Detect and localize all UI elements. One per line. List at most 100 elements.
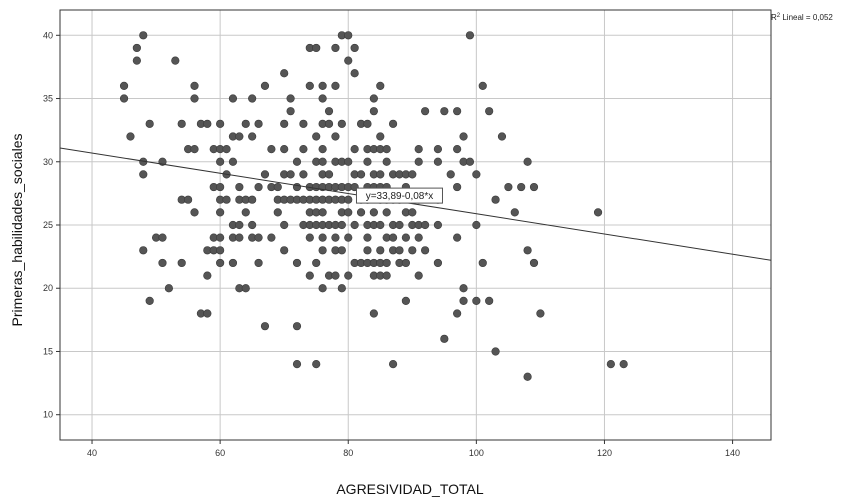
data-point: [216, 119, 225, 128]
r2-label: R2 Lineal = 0,052: [771, 13, 833, 22]
data-point: [158, 233, 167, 242]
data-point: [523, 157, 532, 166]
data-point: [453, 309, 462, 318]
fit-equation: y=33,89-0,08*x: [366, 191, 434, 202]
data-point: [312, 360, 321, 369]
data-point: [619, 360, 628, 369]
data-point: [363, 119, 372, 128]
data-point: [228, 157, 238, 166]
data-point: [216, 246, 225, 255]
data-points: [119, 31, 628, 381]
data-point: [344, 195, 353, 204]
data-point: [331, 233, 340, 242]
data-point: [119, 81, 129, 90]
data-point: [344, 31, 353, 40]
data-point: [280, 145, 289, 154]
data-point: [299, 119, 308, 128]
fit-line: [59, 147, 772, 261]
data-point: [388, 360, 398, 369]
data-point: [369, 309, 378, 318]
x-tick-label: 80: [343, 448, 353, 458]
x-axis-title: AGRESIVIDAD_TOTAL: [336, 481, 484, 497]
grid-lines: [60, 10, 771, 440]
data-point: [350, 69, 359, 78]
data-point: [273, 182, 282, 192]
data-point: [145, 296, 154, 305]
data-point: [350, 145, 359, 154]
data-point: [305, 81, 314, 90]
y-tick-label: 25: [43, 220, 53, 230]
data-point: [158, 258, 167, 268]
data-point: [350, 220, 359, 230]
data-point: [593, 208, 603, 217]
data-point: [465, 31, 475, 40]
data-point: [472, 170, 481, 179]
data-point: [216, 157, 225, 166]
data-point: [363, 157, 372, 166]
data-point: [260, 170, 270, 179]
data-point: [337, 220, 346, 230]
data-point: [491, 195, 500, 204]
data-point: [344, 208, 353, 217]
data-point: [222, 195, 231, 204]
data-point: [177, 119, 186, 128]
data-point: [216, 258, 225, 268]
data-point: [401, 233, 410, 242]
data-point: [177, 258, 186, 268]
y-tick-label: 35: [43, 94, 53, 104]
data-point: [216, 208, 225, 217]
data-point: [139, 170, 148, 179]
data-point: [388, 119, 398, 128]
data-point: [376, 81, 385, 90]
data-point: [119, 94, 129, 103]
data-point: [324, 107, 334, 116]
data-point: [312, 132, 321, 141]
data-point: [459, 284, 468, 293]
data-point: [472, 220, 481, 230]
data-point: [299, 145, 308, 154]
data-point: [318, 233, 327, 242]
data-point: [369, 107, 378, 116]
data-point: [485, 296, 494, 305]
data-point: [260, 322, 270, 331]
data-point: [203, 309, 212, 318]
data-point: [267, 145, 276, 154]
data-point: [401, 258, 410, 268]
y-axis-title: Primeras_habilidades_sociales: [9, 134, 25, 327]
data-point: [376, 220, 385, 230]
data-point: [305, 271, 314, 280]
data-point: [235, 132, 244, 141]
data-point: [312, 43, 321, 53]
r2-prefix: R: [771, 13, 777, 22]
data-point: [421, 246, 430, 255]
data-point: [536, 309, 545, 318]
data-point: [485, 107, 494, 116]
data-point: [292, 258, 302, 268]
data-point: [235, 220, 244, 230]
data-point: [606, 360, 615, 369]
data-point: [248, 94, 257, 103]
fit-equation-box: y=33,89-0,08*x: [355, 187, 443, 204]
data-point: [241, 284, 250, 293]
data-point: [273, 208, 282, 217]
data-point: [286, 170, 295, 179]
data-point: [241, 119, 250, 128]
data-point: [203, 119, 212, 128]
data-point: [369, 208, 378, 217]
data-point: [440, 107, 449, 116]
data-point: [331, 43, 340, 53]
data-point: [344, 157, 353, 166]
data-point: [331, 132, 340, 141]
data-point: [280, 246, 289, 255]
data-point: [228, 94, 238, 103]
data-point: [164, 284, 173, 293]
data-point: [433, 220, 443, 230]
data-point: [510, 208, 519, 217]
data-point: [497, 132, 507, 141]
data-point: [305, 233, 314, 242]
data-point: [254, 119, 263, 128]
data-point: [337, 284, 346, 293]
data-point: [292, 360, 302, 369]
data-point: [126, 132, 135, 141]
data-point: [235, 182, 244, 192]
